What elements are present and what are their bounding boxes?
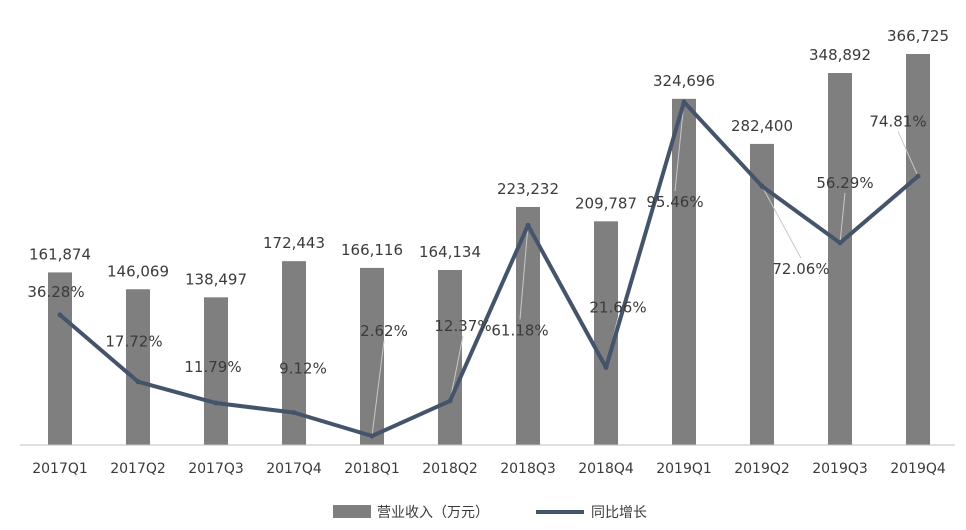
line-value-labels: 36.28% 17.72% 11.79% 9.12% 2.62% 12.37% 61.18%… bbox=[27, 112, 926, 377]
bar-2018Q1 bbox=[360, 267, 384, 445]
leader-line bbox=[371, 340, 385, 437]
x-tick-label: 2017Q2 bbox=[110, 461, 166, 477]
line-value-label: 72.06% bbox=[772, 260, 829, 278]
bar-value-label: 161,874 bbox=[29, 245, 91, 263]
line-point-2018Q1 bbox=[369, 433, 375, 439]
leader-line bbox=[897, 131, 919, 177]
bar-value-label: 366,725 bbox=[887, 27, 949, 45]
x-tick-label: 2019Q4 bbox=[890, 461, 946, 477]
line-point-2017Q2 bbox=[135, 379, 141, 385]
line-value-label: 21.66% bbox=[589, 299, 646, 317]
bar-2017Q1 bbox=[48, 272, 72, 445]
line-value-label: 61.18% bbox=[491, 321, 548, 339]
line-value-label: 2.62% bbox=[360, 322, 408, 340]
x-tick-label: 2017Q4 bbox=[266, 461, 322, 477]
x-tick-label: 2019Q2 bbox=[734, 461, 790, 477]
line-point-2019Q3 bbox=[837, 240, 843, 246]
legend-bar-label: 营业收入（万元） bbox=[377, 505, 489, 521]
legend-bar-swatch bbox=[333, 505, 371, 518]
x-tick-label: 2017Q3 bbox=[188, 461, 244, 477]
line-value-label: 56.29% bbox=[816, 174, 873, 192]
bar-2017Q4 bbox=[282, 261, 306, 445]
line-value-label: 95.46% bbox=[646, 193, 703, 211]
bar-2019Q3 bbox=[828, 73, 852, 446]
line-series bbox=[57, 99, 921, 439]
line-point-2018Q2 bbox=[447, 398, 453, 404]
bar-value-label: 138,497 bbox=[185, 270, 247, 288]
bar-2019Q1 bbox=[672, 98, 696, 445]
bar-series bbox=[48, 54, 930, 446]
line-point-2017Q4 bbox=[291, 410, 297, 416]
bar-2017Q2 bbox=[126, 289, 150, 445]
bar-value-label: 166,116 bbox=[341, 241, 403, 259]
line-point-2019Q2 bbox=[759, 183, 765, 189]
bar-value-label: 282,400 bbox=[731, 117, 793, 135]
x-tick-label: 2017Q1 bbox=[32, 461, 88, 477]
leader-line bbox=[519, 225, 529, 320]
leader-line bbox=[449, 335, 464, 402]
x-tick-label: 2018Q2 bbox=[422, 461, 478, 477]
line-value-label: 9.12% bbox=[279, 360, 327, 378]
leader-line bbox=[674, 101, 685, 192]
x-tick-label: 2019Q1 bbox=[656, 461, 712, 477]
bar-value-label: 324,696 bbox=[653, 72, 715, 90]
x-tick-label: 2018Q4 bbox=[578, 461, 634, 477]
x-tick-label: 2019Q3 bbox=[812, 461, 868, 477]
legend: 营业收入（万元） 同比增长 bbox=[333, 505, 647, 521]
x-axis-ticks: 2017Q1 2017Q2 2017Q3 2017Q4 2018Q1 2018Q2 2018… bbox=[32, 461, 946, 477]
line-value-label: 17.72% bbox=[105, 333, 162, 351]
bar-value-label: 146,069 bbox=[107, 262, 169, 280]
legend-line-label: 同比增长 bbox=[591, 505, 647, 521]
bar-value-labels: 161,874 146,069 138,497 172,443 166,116 164,1… bbox=[29, 27, 949, 288]
x-tick-label: 2018Q1 bbox=[344, 461, 400, 477]
bar-value-label: 209,787 bbox=[575, 194, 637, 212]
bar-2019Q2 bbox=[750, 143, 774, 446]
line-point-2017Q3 bbox=[213, 400, 219, 406]
line-point-2018Q4 bbox=[603, 365, 609, 371]
bar-2017Q3 bbox=[204, 297, 228, 445]
leader-line bbox=[839, 192, 846, 243]
bar-2019Q4 bbox=[906, 54, 930, 445]
bar-2018Q2 bbox=[438, 270, 462, 445]
bar-value-label: 172,443 bbox=[263, 234, 325, 252]
growth-line bbox=[58, 100, 920, 438]
line-point-2018Q3 bbox=[525, 222, 531, 228]
line-value-label: 36.28% bbox=[27, 283, 84, 301]
line-point-2019Q4 bbox=[915, 173, 921, 179]
x-tick-label: 2018Q3 bbox=[500, 461, 556, 477]
leader-line bbox=[761, 185, 802, 259]
bar-value-label: 164,134 bbox=[419, 243, 481, 261]
bar-value-label: 223,232 bbox=[497, 180, 559, 198]
line-point-2017Q1 bbox=[57, 312, 63, 318]
line-point-2019Q1 bbox=[681, 99, 687, 105]
line-value-label: 12.37% bbox=[434, 317, 491, 335]
bar-value-label: 348,892 bbox=[809, 46, 871, 64]
line-value-label: 74.81% bbox=[869, 112, 926, 130]
line-value-label: 11.79% bbox=[184, 358, 241, 376]
